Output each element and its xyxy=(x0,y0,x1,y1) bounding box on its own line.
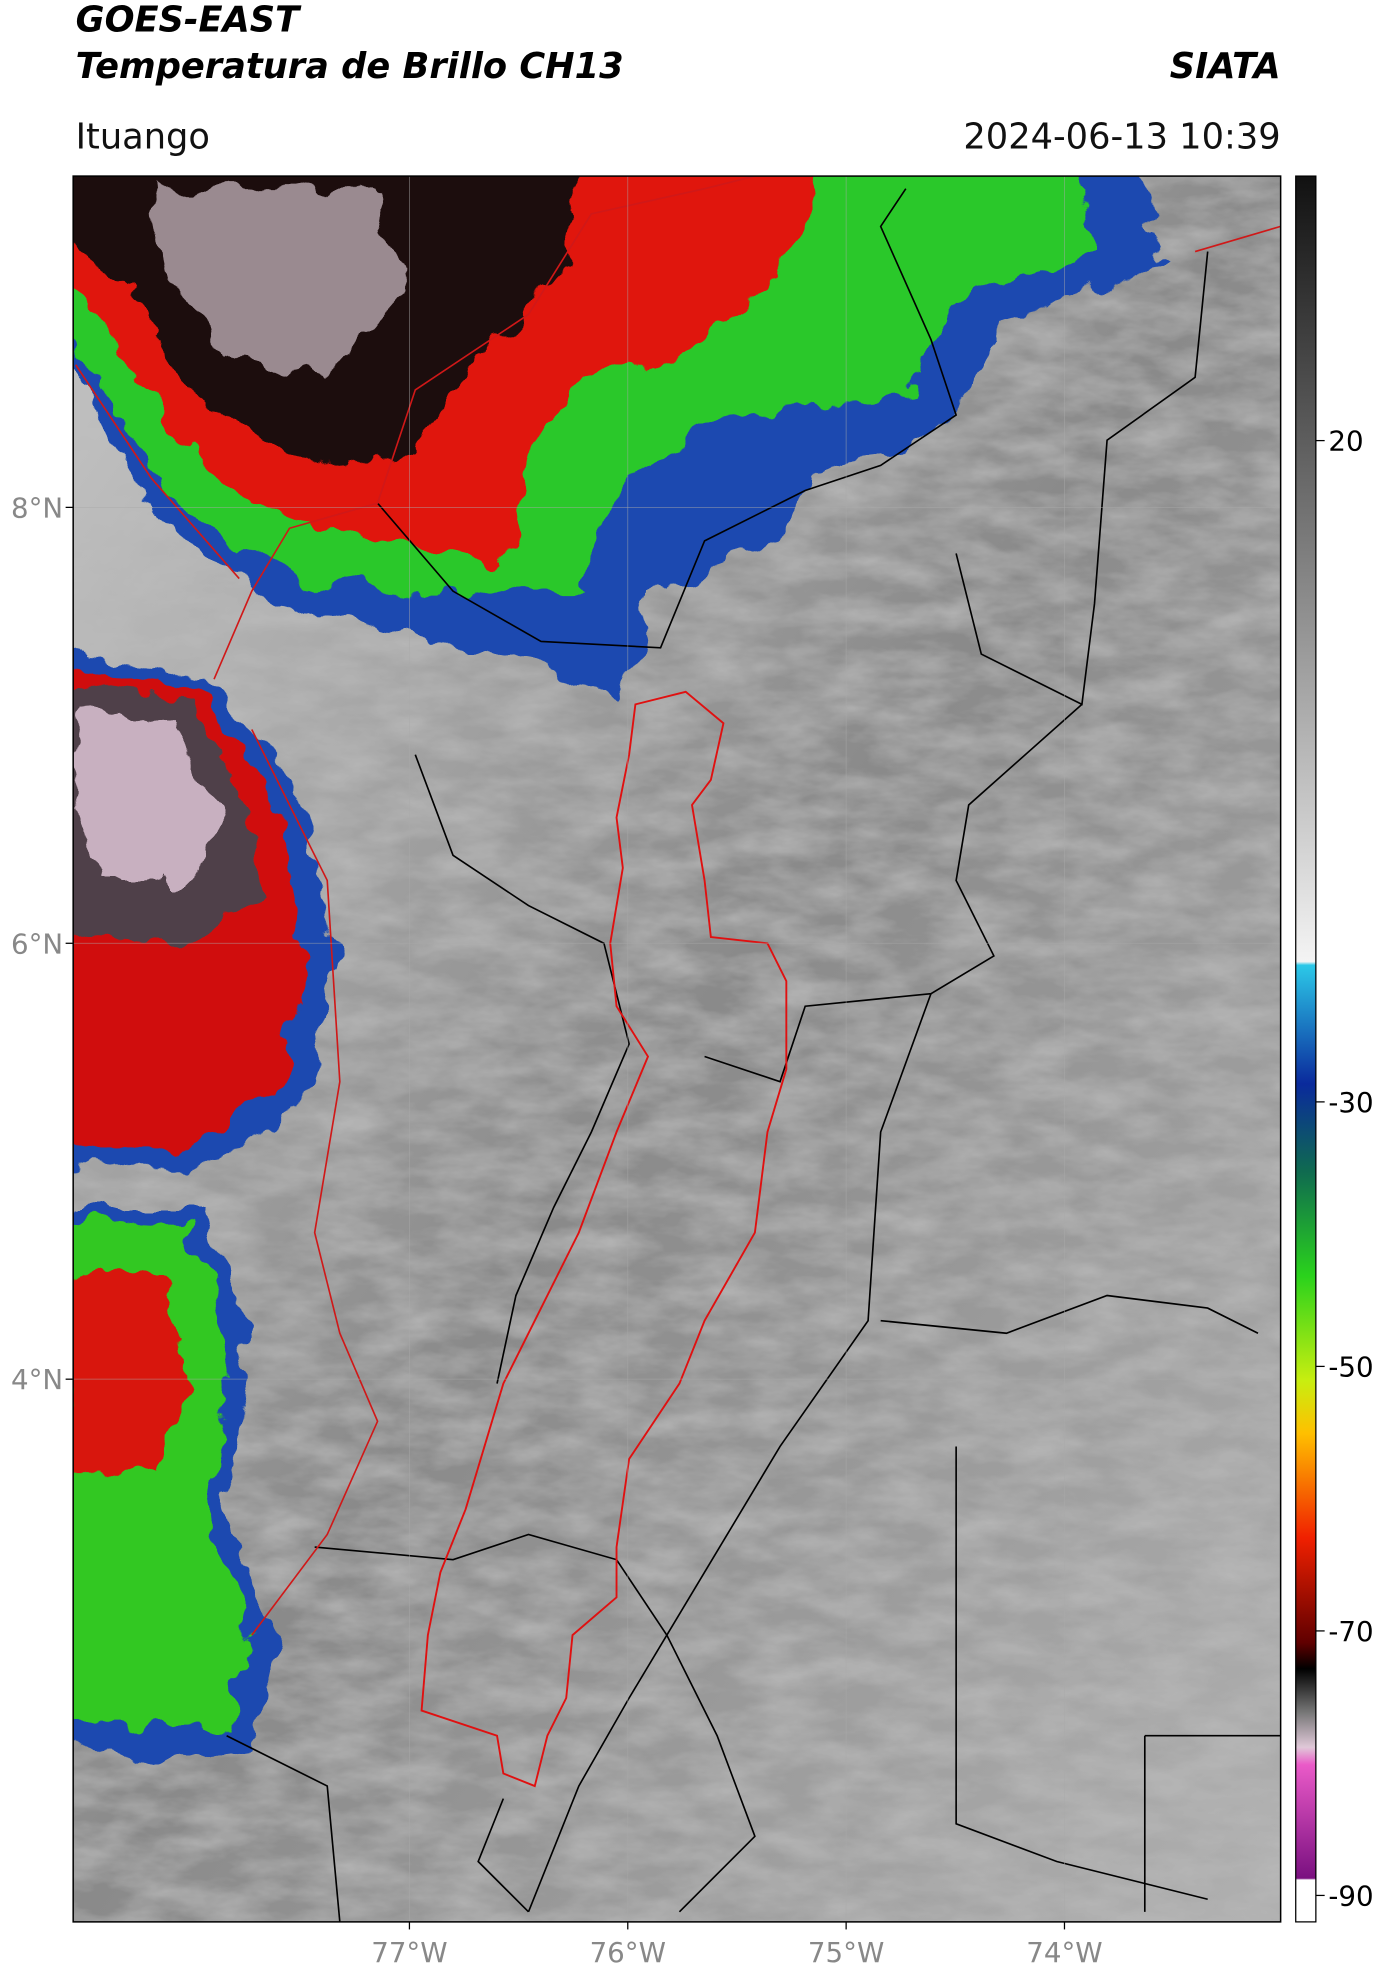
source: SIATA xyxy=(1170,46,1281,87)
lon-tick-label: 77°W xyxy=(371,1936,447,1969)
lat-tick-label: 8°N xyxy=(11,491,63,524)
colorbar-tick-label: -90 xyxy=(1328,1879,1373,1912)
title: GOES-EAST xyxy=(76,0,302,40)
lat-tick-label: 6°N xyxy=(11,927,63,960)
grid xyxy=(73,176,1281,1922)
colorbar-tick-label: -70 xyxy=(1328,1615,1373,1648)
location: Ituango xyxy=(76,116,210,157)
lon-tick-label: 76°W xyxy=(590,1936,666,1969)
border xyxy=(75,176,1281,1636)
lon-tick-label: 75°W xyxy=(808,1936,884,1969)
boundaries xyxy=(226,188,1281,1922)
colorbar xyxy=(1295,175,1317,1923)
colorbar-tick-label: 20 xyxy=(1328,425,1363,458)
colorbar-tick-label: -50 xyxy=(1328,1350,1373,1383)
lon-tick-label: 74°W xyxy=(1026,1936,1102,1969)
subtitle: Temperatura de Brillo CH13 xyxy=(76,46,624,87)
map-imagery xyxy=(73,176,1281,1922)
lat-tick-label: 4°N xyxy=(11,1363,63,1396)
map-frame xyxy=(72,175,1282,1923)
datetime: 2024-06-13 10:39 xyxy=(963,116,1280,157)
colorbar-tick-label: -30 xyxy=(1328,1086,1373,1119)
watershed-outline xyxy=(420,690,788,1788)
